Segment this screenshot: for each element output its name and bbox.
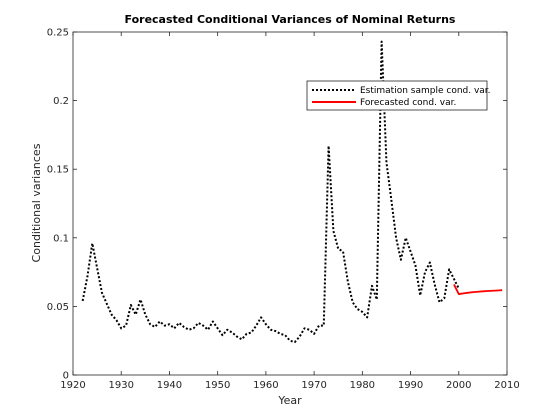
y-tick-label: 0.25: [47, 28, 69, 39]
x-tick-label: 1990: [398, 380, 423, 391]
x-tick-label: 1940: [157, 380, 182, 391]
x-tick-label: 1960: [253, 380, 278, 391]
chart-title: Forecasted Conditional Variances of Nomi…: [125, 13, 456, 26]
estimation-series-line: [81, 40, 460, 344]
y-tick-label: 0.15: [47, 165, 69, 176]
forecast-series-line: [453, 284, 503, 295]
x-tick-label: 2000: [446, 380, 471, 391]
legend-label-forecast: Forecasted cond. var.: [360, 98, 456, 108]
x-tick-label: 1920: [60, 380, 85, 391]
legend: Estimation sample cond. var. Forecasted …: [306, 80, 491, 111]
y-axis-label: Conditional variances: [30, 143, 43, 262]
legend-label-estimation: Estimation sample cond. var.: [360, 86, 491, 96]
y-tick-label: 0: [63, 371, 69, 382]
ticks-layer: 1920 1930 1940 1950 1960 1970 1980 1990 2000 2010…: [47, 28, 520, 392]
y-tick-label: 0.05: [47, 302, 69, 313]
x-tick-label: 1950: [205, 380, 230, 391]
plot-frame: [72, 31, 508, 376]
x-tick-label: 1930: [108, 380, 133, 391]
x-axis-label: Year: [277, 394, 302, 407]
legend-box: [306, 80, 488, 111]
x-tick-label: 1980: [350, 380, 375, 391]
x-tick-label: 1970: [301, 380, 326, 391]
y-tick-label: 0.2: [53, 96, 69, 107]
x-tick-label: 2010: [494, 380, 519, 391]
y-tick-label: 0.1: [53, 233, 69, 244]
series-layer: [81, 40, 503, 344]
